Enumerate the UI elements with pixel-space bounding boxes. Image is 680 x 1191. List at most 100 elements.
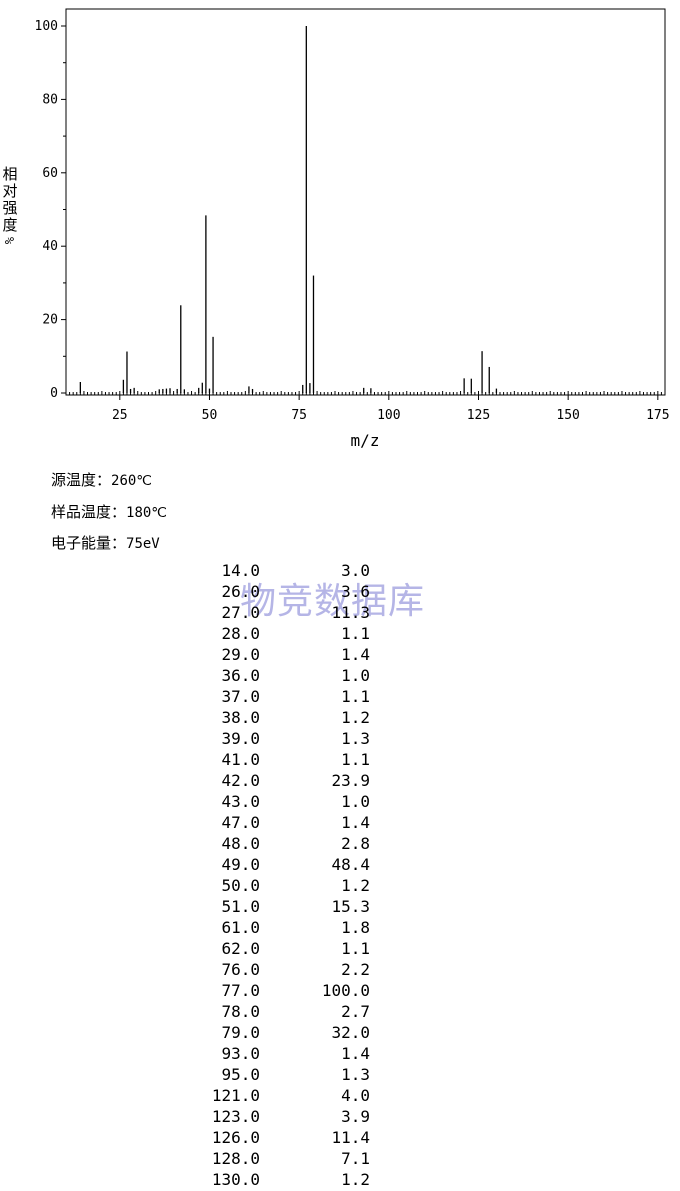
peak-row: 130.0 1.2 — [190, 1169, 380, 1190]
peak-row: 49.0 48.4 — [190, 854, 380, 875]
peak-mz: 28.0 — [221, 624, 260, 643]
peak-abundance: 1.4 — [341, 1044, 370, 1063]
peak-row: 77.0 100.0 — [190, 980, 380, 1001]
peak-abundance: 15.3 — [331, 897, 370, 916]
y-tick-label: 100 — [35, 19, 58, 34]
y-tick-label: 40 — [42, 239, 58, 254]
peak-mz: 126.0 — [211, 1128, 260, 1147]
peak-row: 76.0 2.2 — [190, 959, 380, 980]
x-tick-label: 25 — [112, 408, 128, 423]
peak-abundance: 1.2 — [341, 876, 370, 895]
peak-row: 121.0 4.0 — [190, 1085, 380, 1106]
peak-mz: 47.0 — [221, 813, 260, 832]
peak-abundance: 3.6 — [341, 582, 370, 601]
peak-row: 50.0 1.2 — [190, 875, 380, 896]
conditions-list: 源温度：260℃ 样品温度：180℃ 电子能量：75eV — [51, 466, 167, 561]
x-tick-label: 175 — [646, 408, 669, 423]
peak-row: 38.0 1.2 — [190, 707, 380, 728]
peak-row: 14.0 3.0 — [190, 560, 380, 581]
peak-abundance: 7.1 — [341, 1149, 370, 1168]
peak-row: 27.0 11.3 — [190, 602, 380, 623]
peak-row: 47.0 1.4 — [190, 812, 380, 833]
x-axis: 25 50 75 100 125 150 175 — [112, 395, 670, 423]
peak-mz: 128.0 — [211, 1149, 260, 1168]
plot-frame — [65, 8, 666, 396]
condition-value: 260℃ — [111, 473, 153, 489]
peak-mz: 76.0 — [221, 960, 260, 979]
peak-abundance: 1.2 — [341, 708, 370, 727]
y-tick-label: 0 — [50, 386, 58, 401]
condition-value: 180℃ — [126, 504, 168, 521]
peak-abundance: 2.7 — [341, 1002, 370, 1021]
peak-mz: 79.0 — [221, 1023, 260, 1042]
x-tick-label: 100 — [377, 408, 400, 423]
peak-row: 39.0 1.3 — [190, 728, 380, 749]
condition-value: 75eV — [126, 536, 160, 552]
peak-row: 43.0 1.0 — [190, 791, 380, 812]
peak-mz: 78.0 — [221, 1002, 260, 1021]
peak-abundance: 1.3 — [341, 729, 370, 748]
peak-mz: 121.0 — [211, 1086, 260, 1105]
peak-mz: 50.0 — [221, 876, 260, 895]
peak-row: 51.0 15.3 — [190, 896, 380, 917]
peak-mz: 61.0 — [221, 918, 260, 937]
peak-abundance: 4.0 — [341, 1086, 370, 1105]
y-tick-label: 20 — [42, 313, 58, 328]
peak-row: 26.0 3.6 — [190, 581, 380, 602]
mass-spectrum-chart: 0 20 40 60 80 100 25 50 75 100 125 150 175 m/z — [35, 8, 670, 450]
peak-abundance: 1.4 — [341, 645, 370, 664]
peak-row: 42.0 23.9 — [190, 770, 380, 791]
y-tick-label: 80 — [42, 92, 58, 107]
peak-row: 62.0 1.1 — [190, 938, 380, 959]
y-axis-label-char: 相 — [2, 165, 18, 183]
peak-row: 93.0 1.4 — [190, 1043, 380, 1064]
peak-abundance: 3.9 — [341, 1107, 370, 1126]
peak-mz: 38.0 — [221, 708, 260, 727]
peak-row: 61.0 1.8 — [190, 917, 380, 938]
peak-abundance: 1.1 — [341, 939, 370, 958]
peak-mz: 48.0 — [221, 834, 260, 853]
condition-label: 源温度： — [51, 471, 112, 489]
peak-mz: 43.0 — [221, 792, 260, 811]
peak-mz: 26.0 — [221, 582, 260, 601]
x-minor-ticks — [69, 391, 662, 395]
peak-mz: 41.0 — [221, 750, 260, 769]
peak-abundance: 1.3 — [341, 1065, 370, 1084]
condition-row: 电子能量：75eV — [51, 529, 167, 561]
peak-row: 29.0 1.4 — [190, 644, 380, 665]
y-axis-label-char: 对 — [2, 182, 18, 200]
peak-mz: 93.0 — [221, 1044, 260, 1063]
peak-mz: 27.0 — [221, 603, 260, 622]
spectrum-peaks — [79, 26, 498, 393]
peak-mz: 49.0 — [221, 855, 260, 874]
peak-abundance: 1.8 — [341, 918, 370, 937]
peak-row: 41.0 1.1 — [190, 749, 380, 770]
peak-mz: 123.0 — [211, 1107, 260, 1126]
y-axis-label-char: 度 — [2, 216, 18, 234]
peak-mz: 29.0 — [221, 645, 260, 664]
y-axis-label-char: 强 — [2, 199, 18, 217]
peak-row: 79.0 32.0 — [190, 1022, 380, 1043]
peak-row: 78.0 2.7 — [190, 1001, 380, 1022]
peak-abundance: 100.0 — [321, 981, 370, 1000]
peak-row: 126.0 11.4 — [190, 1127, 380, 1148]
peak-row: 95.0 1.3 — [190, 1064, 380, 1085]
peak-abundance: 2.8 — [341, 834, 370, 853]
peak-abundance: 1.1 — [341, 750, 370, 769]
y-tick-label: 60 — [42, 166, 58, 181]
peak-abundance: 3.0 — [341, 561, 370, 580]
peak-abundance: 48.4 — [331, 855, 370, 874]
peak-abundance: 2.2 — [341, 960, 370, 979]
peak-row: 37.0 1.1 — [190, 686, 380, 707]
condition-row: 样品温度：180℃ — [51, 498, 167, 530]
y-axis-label: 相对强度 — [1, 166, 19, 234]
peak-mz: 95.0 — [221, 1065, 260, 1084]
peak-mz: 62.0 — [221, 939, 260, 958]
peak-abundance: 1.0 — [341, 792, 370, 811]
peak-abundance: 1.4 — [341, 813, 370, 832]
y-axis: 0 20 40 60 80 100 — [35, 19, 66, 401]
peak-mz: 14.0 — [221, 561, 260, 580]
peak-abundance: 32.0 — [331, 1023, 370, 1042]
peak-abundance: 1.0 — [341, 666, 370, 685]
peak-mz: 77.0 — [221, 981, 260, 1000]
